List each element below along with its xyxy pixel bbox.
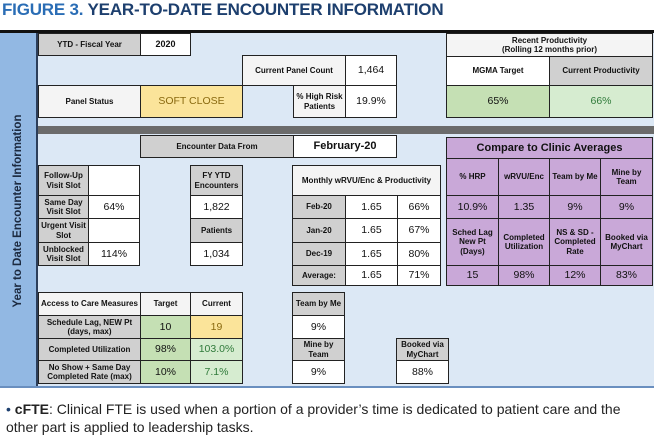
ytd-value: 2020 [140, 33, 191, 56]
mychart-label: Booked via MyChart [396, 338, 449, 361]
slot-label: Same Day Visit Slot [38, 195, 89, 219]
access-measure: No Show + Same Day Completed Rate (max) [38, 360, 141, 384]
slot-value: 114% [88, 242, 140, 266]
compare-label: Completed Utilization [498, 218, 550, 266]
panel-status-label: Panel Status [38, 85, 141, 118]
fy-encounters-label: FY YTD Encounters [190, 165, 243, 196]
footnote: • cFTE: Clinical FTE is used when a port… [6, 400, 651, 436]
slot-label: Unblocked Visit Slot [38, 242, 89, 266]
slot-label: Follow-Up Visit Slot [38, 165, 89, 196]
compare-label: Team by Me [549, 158, 601, 196]
compare-label: Mine by Team [600, 158, 653, 196]
bullet: • [6, 401, 11, 417]
compare-value: 12% [549, 265, 601, 286]
team-by-me-value: 9% [292, 315, 345, 339]
patients-label: Patients [190, 218, 243, 243]
patients-value: 1,034 [190, 242, 243, 266]
team-by-me-label: Team by Me [292, 292, 345, 316]
monthly-month: Feb-20 [292, 195, 346, 219]
current-productivity-value: 66% [549, 85, 653, 118]
compare-title: Compare to Clinic Averages [446, 137, 653, 159]
access-measure: Schedule Lag, NEW Pt (days, max) [38, 315, 141, 339]
footnote-text: : Clinical FTE is used when a portion of… [6, 401, 621, 435]
productivity-subtitle: (Rolling 12 months prior) [501, 45, 598, 54]
monthly-average-label: Average: [292, 265, 346, 286]
monthly-wrvu: 1.65 [345, 218, 398, 243]
sidebar-label: Year to Date Encounter Information [12, 114, 24, 308]
access-current: 7.1% [190, 360, 243, 384]
encounter-from-label: Encounter Data From [140, 135, 294, 158]
slot-label: Urgent Visit Slot [38, 218, 89, 243]
figure-title-text: YEAR-TO-DATE ENCOUNTER INFORMATION [87, 0, 444, 19]
monthly-productivity: 66% [397, 195, 441, 219]
compare-value: 9% [549, 195, 601, 219]
compare-label: % HRP [446, 158, 499, 196]
compare-value: 15 [446, 265, 499, 286]
slot-value: 64% [88, 195, 140, 219]
footnote-term: cFTE [14, 401, 50, 417]
slot-value [88, 165, 140, 196]
divider-band [38, 126, 654, 134]
sidebar: Year to Date Encounter Information [0, 33, 38, 386]
monthly-average-wrvu: 1.65 [345, 265, 398, 286]
monthly-title: Monthly wRVU/Enc & Productivity [292, 165, 441, 196]
panel-count-value: 1,464 [345, 55, 397, 86]
mine-by-team-label: Mine by Team [292, 338, 345, 361]
access-header: Access to Care Measures [38, 292, 141, 316]
current-productivity-label: Current Productivity [549, 56, 653, 86]
monthly-wrvu: 1.65 [345, 195, 398, 219]
compare-label: Booked via MyChart [600, 218, 653, 266]
panel-status-value: SOFT CLOSE [140, 85, 243, 118]
access-measure: Completed Utilization [38, 338, 141, 361]
mychart-value: 88% [396, 360, 449, 384]
productivity-header: Recent Productivity (Rolling 12 months pr… [446, 33, 653, 57]
fy-encounters-value: 1,822 [190, 195, 243, 219]
slot-value [88, 218, 140, 243]
encounter-from-value: February-20 [293, 135, 397, 158]
compare-value: 10.9% [446, 195, 499, 219]
monthly-wrvu: 1.65 [345, 242, 398, 266]
figure-title: FIGURE 3. YEAR-TO-DATE ENCOUNTER INFORMA… [2, 0, 444, 20]
compare-value: 1.35 [498, 195, 550, 219]
monthly-month: Jan-20 [292, 218, 346, 243]
productivity-title: Recent Productivity [511, 35, 588, 45]
access-current-header: Current [190, 292, 243, 316]
access-target-header: Target [140, 292, 191, 316]
compare-label: wRVU/Enc [498, 158, 550, 196]
access-target: 10 [140, 315, 191, 339]
high-risk-label: % High Risk Patients [293, 85, 346, 118]
access-target: 10% [140, 360, 191, 384]
figure-number: FIGURE 3. [2, 0, 84, 19]
mgma-target-label: MGMA Target [446, 56, 550, 86]
compare-value: 98% [498, 265, 550, 286]
monthly-average-productivity: 71% [397, 265, 441, 286]
compare-label: Sched Lag New Pt (Days) [446, 218, 499, 266]
access-target: 98% [140, 338, 191, 361]
ytd-label: YTD - Fiscal Year [38, 33, 141, 56]
compare-label: NS & SD - Completed Rate [549, 218, 601, 266]
compare-value: 9% [600, 195, 653, 219]
monthly-productivity: 67% [397, 218, 441, 243]
compare-value: 83% [600, 265, 653, 286]
mine-by-team-value: 9% [292, 360, 345, 384]
monthly-productivity: 80% [397, 242, 441, 266]
monthly-month: Dec-19 [292, 242, 346, 266]
access-current: 103.0% [190, 338, 243, 361]
panel-count-label: Current Panel Count [242, 55, 346, 86]
mgma-target-value: 65% [446, 85, 550, 118]
high-risk-value: 19.9% [345, 85, 397, 118]
access-current: 19 [190, 315, 243, 339]
